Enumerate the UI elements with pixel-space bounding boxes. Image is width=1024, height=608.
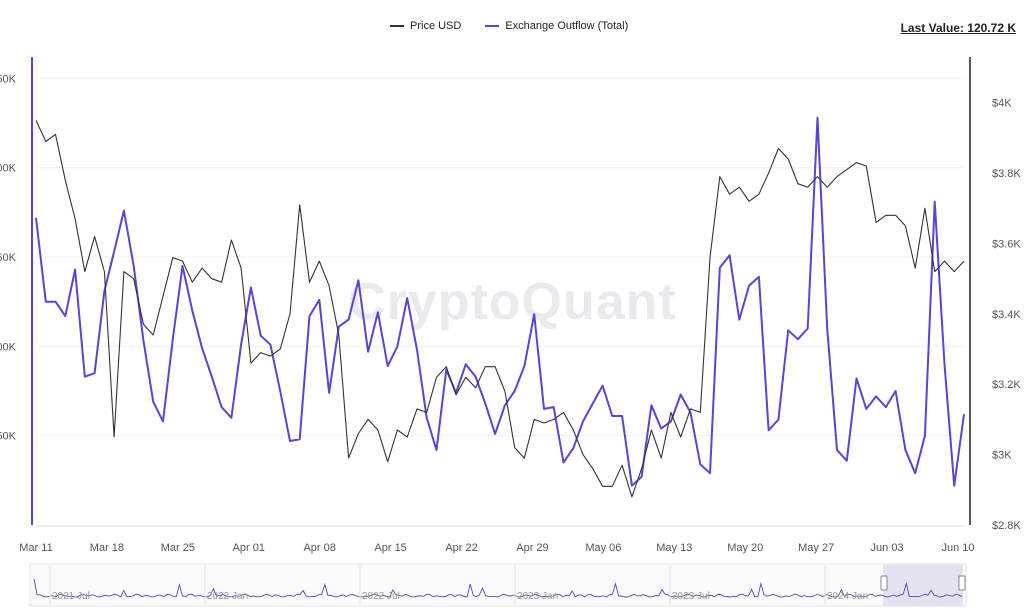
series-line-exchange-outflow <box>35 116 965 487</box>
legend-swatch-outflow <box>485 25 500 27</box>
x-axis-tick-label: May 27 <box>798 542 834 554</box>
navigator-date-label: 2022 Jan <box>207 591 248 602</box>
x-axis-tick-label: May 20 <box>727 542 763 554</box>
left-axis-tick-label: 250K <box>0 73 17 85</box>
x-axis-tick-label: Apr 29 <box>516 542 548 554</box>
right-axis-tick-label: $4K <box>992 98 1012 110</box>
right-axis-tick-label: $3.2K <box>992 379 1021 391</box>
left-axis-tick-label: 50K <box>0 431 17 443</box>
navigator-date-label: 2021 Jul <box>52 591 90 602</box>
navigator-track <box>29 563 967 607</box>
x-axis-tick-label: Apr 15 <box>374 542 406 554</box>
x-axis-tick-label: Jun 03 <box>871 542 904 554</box>
legend-label-outflow: Exchange Outflow (Total) <box>505 20 629 32</box>
left-axis-tick-label: 150K <box>0 252 17 264</box>
navigator-window[interactable] <box>883 564 963 606</box>
right-axis-tick-label: $2.8K <box>992 520 1021 532</box>
navigator-date-label: 2023 Jan <box>517 591 558 602</box>
chart-legend: Price USD Exchange Outflow (Total) <box>390 20 628 32</box>
series-line-price-usd <box>35 120 965 498</box>
x-axis-tick-label: Apr 22 <box>445 542 477 554</box>
right-axis-tick-label: $3.8K <box>992 168 1021 180</box>
main-chart[interactable]: 250K 200K 150K 100K 50K $4K $3.8K $3.6K $3.4K $3.… <box>0 0 1024 562</box>
legend-item-outflow[interactable]: Exchange Outflow (Total) <box>485 20 628 32</box>
x-axis-tick-label: Apr 08 <box>303 542 335 554</box>
right-axis-tick-label: $3K <box>992 450 1012 462</box>
navigator-handle-right[interactable] <box>958 575 966 591</box>
last-value-readout: Last Value: 120.72 K <box>900 21 1016 35</box>
x-axis-tick-label: Mar 25 <box>161 542 195 554</box>
x-axis-tick-label: Apr 01 <box>233 542 265 554</box>
navigator-date-label: 2022 Jul <box>362 591 400 602</box>
x-axis-tick-label: Jun 10 <box>941 542 974 554</box>
navigator-sparkline <box>33 578 963 598</box>
legend-swatch-price <box>390 25 404 27</box>
navigator-handle-left[interactable] <box>880 575 888 591</box>
legend-item-price[interactable]: Price USD <box>390 20 461 32</box>
left-axis-tick-label: 200K <box>0 163 17 175</box>
x-axis-tick-label: May 13 <box>656 542 692 554</box>
navigator-chart[interactable]: 2021 Jul 2022 Jan 2022 Jul 2023 Jan 2023 Jul… <box>0 562 1024 608</box>
left-axis-tick-label: 100K <box>0 341 17 353</box>
x-axis-tick-label: Mar 11 <box>19 542 52 554</box>
right-axis-tick-label: $3.4K <box>992 309 1021 321</box>
legend-label-price: Price USD <box>410 20 462 32</box>
navigator-date-label: 2024 Jan <box>827 591 868 602</box>
x-axis-tick-label: Mar 18 <box>90 542 124 554</box>
right-axis-tick-label: $3.6K <box>992 238 1021 250</box>
x-axis-tick-label: May 06 <box>585 542 621 554</box>
navigator-date-label: 2023 Jul <box>672 591 710 602</box>
